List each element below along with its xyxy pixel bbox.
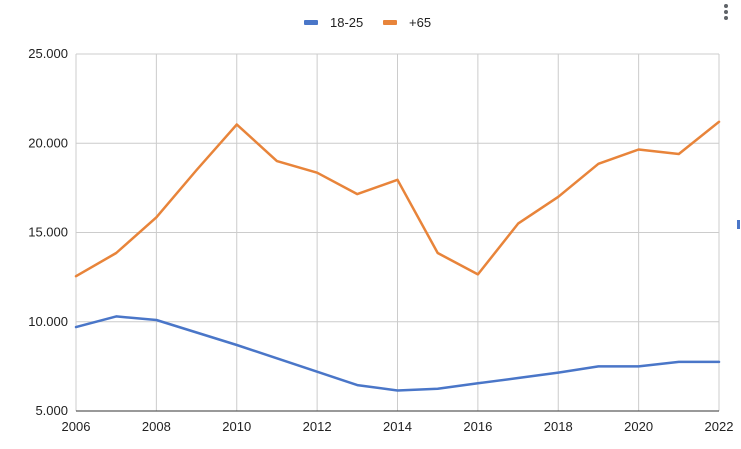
chart-grid [75, 53, 720, 412]
data-point [717, 360, 721, 364]
y-tick-label: 20.000 [28, 135, 68, 150]
data-point [275, 159, 279, 163]
data-point [596, 364, 600, 368]
side-marker [737, 220, 740, 229]
y-tick-label: 15.000 [28, 225, 68, 240]
data-point [516, 376, 520, 380]
x-tick-label: 2006 [62, 419, 91, 434]
data-point [596, 162, 600, 166]
data-point [154, 318, 158, 322]
data-point [476, 272, 480, 276]
data-point [74, 274, 78, 278]
x-tick-label: 2020 [624, 419, 653, 434]
data-point [396, 178, 400, 182]
data-point [476, 381, 480, 385]
data-point [556, 195, 560, 199]
y-tick-label: 25.000 [28, 46, 68, 61]
chart-series [74, 120, 721, 392]
data-point [235, 123, 239, 127]
data-point [355, 192, 359, 196]
data-point [677, 152, 681, 156]
data-point [114, 314, 118, 318]
data-point [235, 343, 239, 347]
data-point [637, 364, 641, 368]
series-line-1 [74, 315, 721, 392]
data-point [516, 222, 520, 226]
x-tick-label: 2018 [544, 419, 573, 434]
legend-swatch [383, 20, 397, 25]
legend-swatch [304, 20, 318, 25]
data-point [436, 251, 440, 255]
data-point [436, 387, 440, 391]
data-point [637, 147, 641, 151]
data-point [677, 360, 681, 364]
x-tick-label: 2012 [303, 419, 332, 434]
data-point [275, 356, 279, 360]
more-options-icon[interactable] [716, 2, 736, 24]
y-tick-label: 5.000 [35, 403, 68, 418]
legend-label: 18-25 [330, 15, 363, 30]
data-point [556, 371, 560, 375]
data-point [154, 215, 158, 219]
x-axis: 2006 2008 2010 2012 2014 2016 2018 2020 2022 [62, 410, 734, 434]
x-tick-label: 2014 [383, 419, 412, 434]
x-tick-label: 2022 [705, 419, 734, 434]
series-line-2 [74, 120, 721, 278]
x-tick-label: 2010 [222, 419, 251, 434]
data-point [717, 120, 721, 124]
data-point [396, 388, 400, 392]
x-tick-label: 2008 [142, 419, 171, 434]
data-point [195, 168, 199, 172]
legend: 18-25 +65 [304, 15, 431, 30]
x-tick-label: 2016 [463, 419, 492, 434]
data-point [74, 325, 78, 329]
data-point [315, 171, 319, 175]
data-point [315, 370, 319, 374]
data-point [355, 383, 359, 387]
y-tick-label: 10.000 [28, 314, 68, 329]
data-point [195, 330, 199, 334]
y-axis: 5.000 10.000 15.000 20.000 25.000 [28, 46, 68, 418]
data-point [114, 251, 118, 255]
legend-label: +65 [409, 15, 431, 30]
